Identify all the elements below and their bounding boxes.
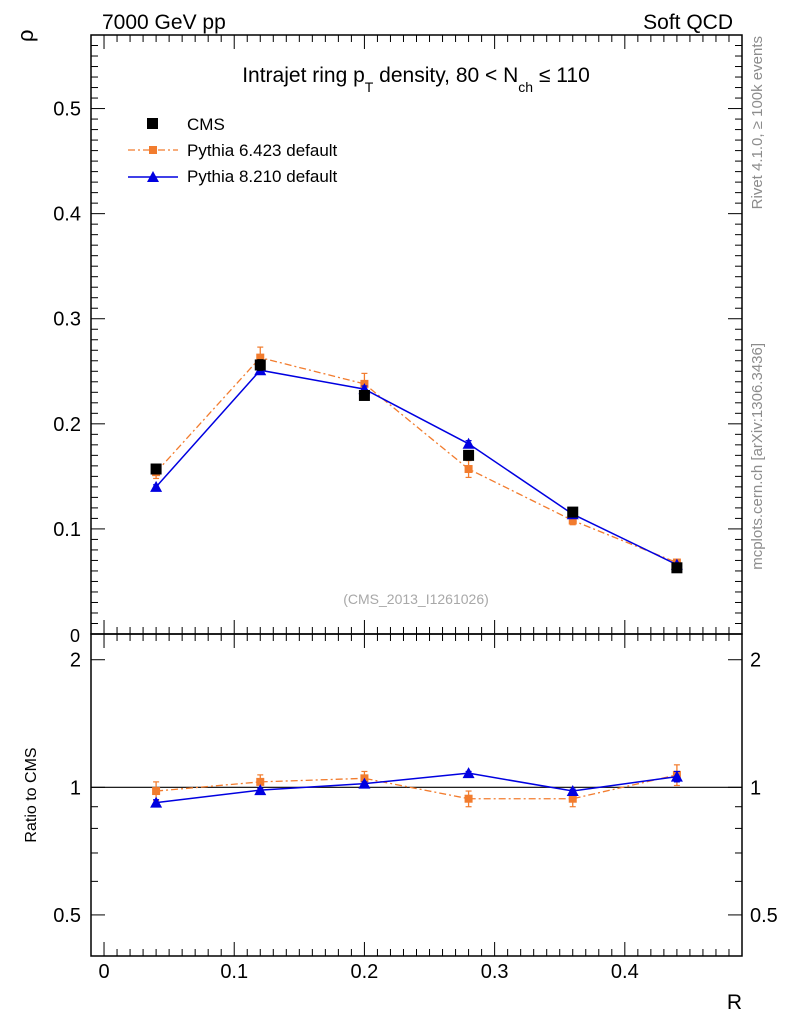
main-chart-title: Intrajet ring pT density, 80 < Nch ≤ 110: [242, 64, 590, 95]
ratio-point: [566, 785, 579, 797]
header-left: 7000 GeV pp: [102, 11, 226, 34]
ratio-y-tick-label-left: 0.5: [53, 905, 81, 927]
title-text-3: ≤ 110: [533, 64, 590, 87]
main-line-1: [155, 369, 678, 566]
main-point: [256, 353, 265, 362]
rivet-version-label: Rivet 4.1.0, ≥ 100k events: [749, 36, 766, 209]
main-y-tick-labels: 0.1 0.2 0.3 0.4 0.5: [53, 99, 81, 541]
y-tick-label: 0.2: [53, 414, 81, 436]
y-tick-label: 0.4: [53, 204, 81, 226]
ratio-line-1: [156, 772, 678, 804]
main-point: [463, 449, 475, 461]
ratio-point: [358, 777, 371, 789]
main-y-axis-label: ρ: [13, 29, 38, 42]
legend-label-pythia6: Pythia 6.423 default: [187, 141, 338, 160]
ratio-y-axis-label: Ratio to CMS: [23, 747, 40, 842]
ratio-line-0: [156, 774, 678, 800]
main-panel: 0.1 0.2 0.3 0.4 0.5 0 ρ Intrajet ring pT den…: [13, 29, 743, 646]
ratio-point: [256, 777, 265, 786]
main-point: [150, 463, 162, 475]
x-tick-label: 0.2: [351, 961, 379, 983]
legend-marker-pythia8: [147, 171, 159, 182]
ratio-y-tick-label-right: 2: [750, 650, 761, 672]
main-point: [671, 562, 683, 574]
ratio-y-tick-label-right: 0.5: [750, 905, 778, 927]
x-axis-label: R: [727, 991, 742, 1014]
legend-label-pythia8: Pythia 8.210 default: [187, 167, 338, 186]
legend-marker-pythia6: [149, 146, 157, 154]
ratio-point: [670, 770, 683, 782]
ratio-point: [464, 794, 473, 803]
ratio-point: [568, 794, 577, 803]
title-sub-t: T: [365, 79, 374, 95]
main-line-0: [155, 356, 678, 564]
x-tick-label: 0: [98, 961, 109, 983]
ratio-x-tick-labels: 0 0.1 0.2 0.3 0.4: [98, 961, 638, 983]
main-point: [568, 516, 577, 525]
x-tick-label: 0.4: [611, 961, 639, 983]
main-ticks: [91, 34, 742, 635]
source-label: mcplots.cern.ch [arXiv:1306.3436]: [749, 343, 766, 570]
title-text-2: density, 80 < N: [373, 64, 518, 87]
ratio-y-tick-label-right: 1: [750, 777, 761, 799]
main-point: [462, 437, 475, 449]
ratio-point: [462, 767, 475, 779]
main-point: [254, 359, 266, 371]
title-text-1: Intrajet ring p: [242, 64, 365, 87]
legend-marker-cms: [147, 118, 158, 129]
main-y-zero-label: 0: [70, 626, 80, 646]
y-tick-label: 0.1: [53, 519, 81, 541]
main-point: [567, 506, 579, 518]
analysis-watermark: (CMS_2013_I1261026): [343, 591, 489, 607]
legend-label-cms: CMS: [187, 115, 225, 134]
x-tick-label: 0.3: [481, 961, 509, 983]
y-tick-label: 0.3: [53, 309, 81, 331]
main-point: [358, 389, 370, 401]
ratio-point: [152, 787, 161, 796]
ratio-plot-frame: [90, 633, 743, 957]
x-tick-label: 0.1: [220, 961, 248, 983]
ratio-y-tick-labels: 0.5 0.5 1 1 2 2: [53, 650, 778, 927]
ratio-point: [254, 784, 267, 796]
main-point: [150, 480, 163, 492]
ratio-data: [91, 764, 742, 808]
main-data: [150, 346, 683, 574]
legend: CMS Pythia 6.423 default Pythia 8.210 de…: [128, 115, 338, 186]
title-sub-ch: ch: [518, 79, 533, 95]
header-right: Soft QCD: [643, 11, 733, 34]
ratio-ticks: [91, 634, 742, 957]
ratio-panel: 0.5 0.5 1 1 2 2 0 0.1 0.2 0.3 0.4 Ratio to CMS R: [23, 633, 778, 1014]
ratio-point: [150, 796, 163, 808]
ratio-y-tick-label-left: 1: [70, 777, 81, 799]
y-tick-label: 0.5: [53, 99, 81, 121]
main-point: [464, 465, 473, 474]
ratio-y-tick-label-left: 2: [70, 650, 81, 672]
